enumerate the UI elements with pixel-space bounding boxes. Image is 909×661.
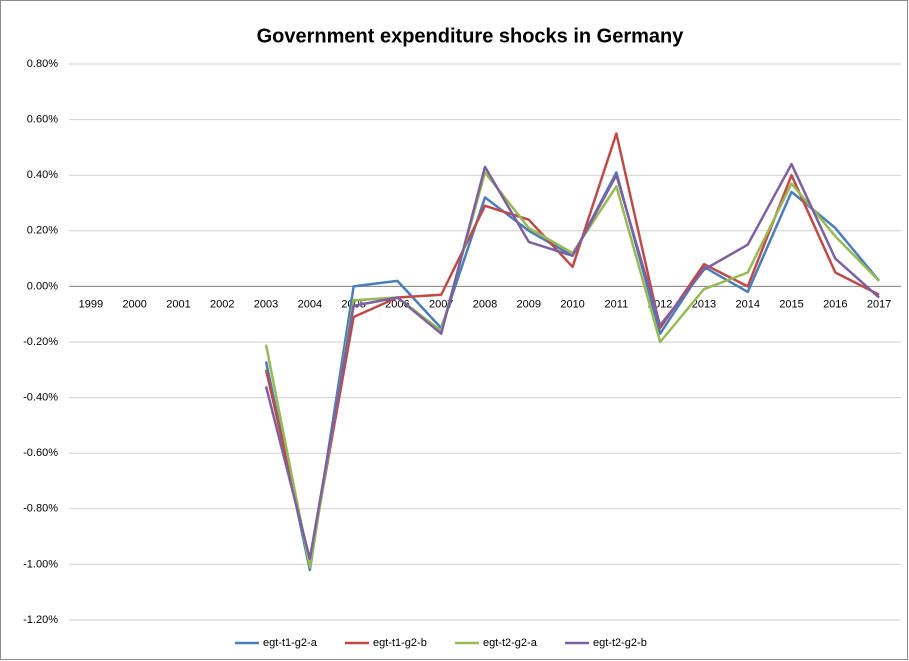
x-tick-label: 1999 [79, 298, 103, 310]
chart-title: Government expenditure shocks in Germany [257, 25, 685, 47]
x-tick-label: 2008 [473, 298, 497, 310]
x-tick-label: 2000 [122, 298, 146, 310]
y-tick-label: -1.00% [23, 558, 58, 570]
y-tick-label: 0.00% [27, 280, 58, 292]
x-tick-label: 2016 [823, 298, 847, 310]
y-tick-label: -0.80% [23, 503, 58, 515]
x-tick-label: 2009 [517, 298, 541, 310]
x-tick-label: 2013 [692, 298, 716, 310]
y-tick-label: -1.20% [23, 614, 58, 626]
legend-label: egt-t2-g2-a [483, 637, 538, 649]
x-tick-label: 2014 [735, 298, 759, 310]
legend-label: egt-t1-g2-a [263, 637, 318, 649]
x-tick-label: 2001 [166, 298, 190, 310]
y-tick-label: 0.20% [27, 225, 58, 237]
legend-label: egt-t1-g2-b [373, 637, 427, 649]
y-tick-label: 0.60% [27, 114, 58, 126]
y-tick-label: -0.20% [23, 336, 58, 348]
x-tick-label: 2017 [867, 298, 891, 310]
y-tick-label: 0.40% [27, 169, 58, 181]
x-tick-label: 2015 [779, 298, 803, 310]
x-tick-label: 2002 [210, 298, 234, 310]
x-tick-label: 2003 [254, 298, 278, 310]
series-line [264, 162, 880, 561]
x-tick-label: 2011 [605, 298, 629, 310]
x-tick-label: 2004 [298, 298, 322, 310]
series-line [264, 171, 880, 569]
y-tick-label: -0.60% [23, 447, 58, 459]
y-tick-label: 0.80% [27, 58, 58, 70]
legend-label: egt-t2-g2-b [593, 637, 647, 649]
x-tick-label: 2010 [560, 298, 584, 310]
y-tick-label: -0.40% [23, 392, 58, 404]
